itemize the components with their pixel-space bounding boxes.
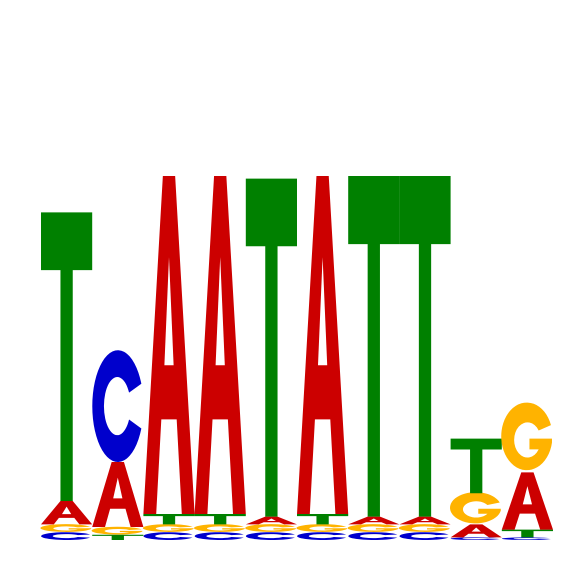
logo-letter-C-pos7 bbox=[348, 532, 398, 540]
logo-letter-A-pos5 bbox=[245, 516, 297, 525]
logo-letter-C-pos1 bbox=[41, 532, 91, 540]
logo-letter-G-pos10 bbox=[501, 402, 552, 471]
logo-letter-T-pos1 bbox=[41, 212, 93, 501]
logo-letter-A-pos6 bbox=[297, 176, 349, 514]
logo-letter-T-pos9 bbox=[450, 438, 502, 494]
logo-letter-T-pos4 bbox=[194, 514, 246, 525]
logo-letter-C-pos9 bbox=[450, 537, 500, 540]
logo-letter-G-pos2 bbox=[91, 526, 143, 535]
logo-letter-T-pos6 bbox=[297, 514, 349, 525]
logo-letter-G-pos4 bbox=[194, 524, 245, 532]
logo-letter-C-pos5 bbox=[245, 532, 295, 540]
logo-letter-A-pos1 bbox=[41, 501, 93, 525]
logo-column-9 bbox=[450, 438, 502, 540]
logo-column-10 bbox=[501, 402, 553, 540]
logo-column-6 bbox=[296, 176, 349, 540]
logo-column-7 bbox=[347, 176, 400, 540]
logo-column-8 bbox=[398, 176, 451, 540]
logo-letter-A-pos8 bbox=[399, 516, 451, 525]
logo-letter-G-pos8 bbox=[398, 524, 450, 532]
logo-letter-T-pos7 bbox=[348, 176, 400, 517]
logo-letter-A-pos3 bbox=[143, 176, 195, 514]
logo-letter-T-pos10 bbox=[501, 529, 553, 538]
logo-letter-A-pos2 bbox=[92, 462, 144, 527]
logo-letter-C-pos2 bbox=[92, 350, 142, 462]
logo-letter-G-pos6 bbox=[296, 524, 348, 532]
logo-letter-A-pos9 bbox=[450, 524, 502, 538]
logo-letter-G-pos1 bbox=[40, 524, 92, 532]
logo-letter-A-pos10 bbox=[501, 472, 553, 530]
logo-letter-G-pos3 bbox=[142, 524, 194, 532]
logo-letter-C-pos8 bbox=[399, 532, 449, 540]
logo-letter-T-pos3 bbox=[143, 514, 195, 525]
logo-letter-G-pos7 bbox=[347, 524, 399, 532]
logo-letter-A-pos4 bbox=[194, 176, 246, 514]
logo-letter-C-pos3 bbox=[143, 532, 193, 540]
logo-columns bbox=[40, 176, 553, 540]
logo-column-5 bbox=[245, 178, 297, 540]
logo-letter-T-pos5 bbox=[245, 178, 297, 517]
logo-letter-C-pos4 bbox=[194, 532, 244, 540]
logo-column-4 bbox=[194, 176, 246, 540]
logo-letter-A-pos7 bbox=[348, 516, 400, 525]
logo-letter-G-pos9 bbox=[450, 492, 501, 524]
logo-letter-T-pos2 bbox=[92, 534, 144, 540]
logo-letter-G-pos5 bbox=[245, 524, 296, 532]
logo-letter-C-pos6 bbox=[297, 532, 347, 540]
logo-letter-T-pos8 bbox=[399, 176, 451, 517]
logo-column-2 bbox=[91, 350, 144, 540]
logo-column-3 bbox=[142, 176, 195, 540]
logo-column-1 bbox=[40, 212, 93, 540]
logo-letter-C-pos10 bbox=[501, 537, 551, 540]
